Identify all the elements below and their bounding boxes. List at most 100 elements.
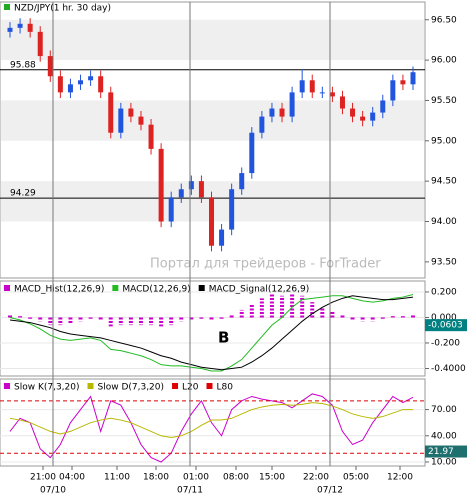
candle-body: [57, 76, 63, 93]
candle-body: [249, 132, 255, 174]
legend-swatch: [87, 383, 94, 389]
candle-body: [128, 108, 134, 117]
series-line: [9, 402, 413, 439]
candle-body: [168, 197, 174, 222]
legend-swatch: [112, 285, 119, 291]
x-date-label: 07/12: [317, 486, 343, 496]
y-tick-label: 95.00: [431, 136, 457, 146]
x-tick-label: 11:00: [104, 473, 130, 483]
candle-body: [279, 108, 285, 117]
candle-body: [259, 116, 265, 133]
candle-body: [148, 124, 154, 149]
y-tick-label: 70.00: [431, 405, 457, 415]
candle-body: [27, 23, 33, 32]
candle-body: [188, 181, 194, 190]
y-tick-label: 40.00: [431, 431, 457, 441]
x-tick-label: 15:00: [259, 473, 285, 483]
x-tick-label: 01:00: [183, 473, 209, 483]
candle-body: [219, 229, 225, 246]
y-tick-label: 95.50: [431, 96, 457, 106]
x-tick-label: 05:00: [343, 473, 369, 483]
y-tick-label: 93.50: [431, 257, 457, 267]
candle-body: [17, 23, 23, 28]
legend-label: MACD(12,26,9): [122, 285, 190, 295]
candle-body: [198, 181, 204, 198]
candle-body: [299, 80, 305, 93]
y-tick-label: 94.00: [431, 217, 457, 227]
candle-body: [229, 189, 235, 230]
candle-body: [289, 92, 295, 117]
x-tick-label: 08:00: [223, 473, 249, 483]
legend-swatch: [198, 285, 205, 291]
x-tick-label: 18:00: [143, 473, 169, 483]
value-label: -0.0603: [428, 321, 463, 331]
candle-body: [78, 80, 84, 85]
series-line: [9, 294, 414, 372]
y-tick-label: 0.000: [431, 313, 457, 323]
legend-label: MACD_Signal(12,26,9): [209, 285, 310, 295]
legend-swatch: [206, 383, 213, 389]
x-date-label: 07/11: [177, 486, 203, 496]
candle-body: [158, 148, 164, 222]
candle-body: [239, 173, 245, 190]
x-date-label: 07/10: [40, 486, 66, 496]
legend-label: Slow D(7,3,20): [98, 383, 165, 393]
annotation: B: [218, 329, 229, 347]
candle-body: [410, 72, 416, 85]
candle-body: [37, 31, 43, 57]
candle-body: [118, 108, 124, 133]
x-tick-label: 12:00: [387, 473, 413, 483]
value-label: 21.97: [428, 447, 454, 457]
y-tick-label: -0.4000: [431, 364, 466, 374]
y-tick-label: 94.50: [431, 177, 457, 187]
legend-swatch: [4, 285, 10, 291]
candle-body: [7, 27, 13, 32]
candle-body: [309, 80, 315, 93]
grid-band: [1, 19, 424, 61]
candle-body: [390, 80, 396, 101]
y-tick-label: 96.50: [431, 15, 457, 25]
candle-body: [329, 92, 335, 97]
y-tick-label: 10.00: [431, 457, 457, 467]
candle-body: [47, 56, 53, 77]
legend-label: Slow K(7,3,20): [14, 383, 80, 393]
candle-body: [108, 92, 114, 133]
legend-swatch: [172, 383, 179, 389]
series-line: [9, 295, 414, 371]
candle-body: [98, 76, 104, 93]
candle-body: [138, 116, 144, 125]
value-box: [425, 445, 467, 458]
chart-title: NZD/JPY(1 hr. 30 day): [14, 4, 111, 14]
candle-body: [360, 116, 366, 121]
candle-body: [88, 76, 94, 81]
candle-body: [380, 100, 386, 113]
legend-label: MACD_Hist(12,26,9): [14, 285, 104, 295]
candle-body: [370, 112, 376, 121]
candle-body: [67, 84, 73, 93]
legend-swatch: [4, 383, 10, 389]
x-tick-label: 21:00: [30, 473, 56, 483]
panel: [0, 280, 426, 377]
candle-body: [350, 108, 356, 117]
candle-body: [269, 108, 275, 117]
watermark: Портал для трейдеров - ForTrader: [150, 257, 381, 272]
candle-body: [319, 92, 325, 94]
value-box: [425, 319, 467, 332]
legend-label: L80: [217, 383, 234, 393]
candle-body: [209, 197, 214, 246]
candle-body: [178, 189, 184, 198]
reference-label: 94.29: [10, 189, 36, 199]
x-tick-label: 22:00: [303, 473, 329, 483]
candle-body: [339, 96, 345, 109]
reference-label: 95.88: [10, 60, 36, 70]
legend-swatch: [4, 4, 10, 10]
series-line: [9, 393, 414, 463]
y-tick-label: 0.200: [431, 287, 457, 297]
x-tick-label: 04:00: [59, 473, 85, 483]
y-tick-label: 96.00: [431, 56, 457, 66]
grid-band: [1, 100, 424, 141]
y-tick-label: -0.200: [431, 338, 460, 348]
candle-body: [400, 80, 406, 85]
